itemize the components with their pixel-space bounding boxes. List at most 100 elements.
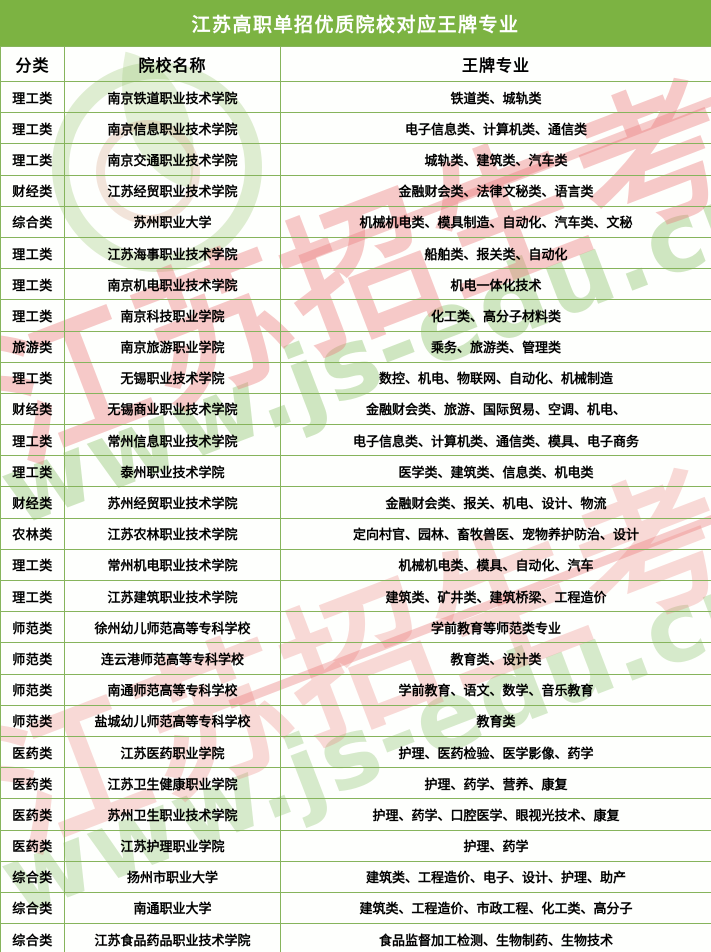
table-body: 理工类 南京铁道职业技术学院 铁道类、城轨类 理工类 南京信息职业技术学院 电子信息类、计…	[0, 80, 711, 952]
cell-majors: 建筑类、工程造价、市政工程、化工类、高分子	[280, 891, 711, 925]
cell-majors: 护理、药学、营养、康复	[280, 767, 711, 800]
table-container: 分类 院校名称 王牌专业 理工类 南京铁道职业技术学院 铁道类、城轨类 理工类 南京信息…	[0, 46, 711, 952]
cell-category: 农林类	[0, 517, 65, 550]
cell-category: 综合类	[0, 860, 65, 893]
cell-school-name: 江苏经贸职业技术学院	[64, 174, 281, 207]
cell-school-name: 泰州职业技术学院	[64, 455, 281, 488]
cell-category: 医药类	[0, 735, 65, 769]
table-row: 理工类 南京信息职业技术学院 电子信息类、计算机类、通信类	[0, 112, 711, 145]
cell-category: 医药类	[0, 798, 65, 831]
cell-majors: 机械机电类、模具制造、自动化、汽车类、文秘	[280, 205, 711, 238]
cell-school-name: 江苏食品药品职业技术学院	[64, 923, 281, 952]
cell-category: 理工类	[0, 579, 65, 613]
cell-majors: 护理、医药检验、医学影像、药学	[280, 735, 711, 769]
column-header-category: 分类	[0, 46, 65, 82]
cell-school-name: 南京交通职业技术学院	[64, 143, 281, 176]
cell-category: 医药类	[0, 767, 65, 800]
cell-category: 财经类	[0, 174, 65, 207]
cell-category: 综合类	[0, 205, 65, 238]
cell-category: 师范类	[0, 673, 65, 706]
cell-school-name: 江苏医药职业学院	[64, 735, 281, 769]
cell-majors: 乘务、旅游类、管理类	[280, 330, 711, 363]
cell-school-name: 南京铁道职业技术学院	[64, 80, 281, 114]
table-row: 农林类 江苏农林职业技术学院 定向村官、园林、畜牧兽医、宠物养护防治、设计	[0, 517, 711, 550]
cell-school-name: 南京信息职业技术学院	[64, 112, 281, 145]
table-row: 综合类 苏州职业大学 机械机电类、模具制造、自动化、汽车类、文秘	[0, 205, 711, 238]
cell-school-name: 江苏农林职业技术学院	[64, 517, 281, 550]
table-row: 理工类 南京机电职业技术学院 机电一体化技术	[0, 268, 711, 301]
cell-school-name: 江苏建筑职业技术学院	[64, 579, 281, 613]
cell-majors: 学前教育、语文、数学、音乐教育	[280, 673, 711, 706]
table-row: 财经类 无锡商业职业技术学院 金融财会类、旅游、国际贸易、空调、机电、	[0, 392, 711, 426]
table-header-row: 分类 院校名称 王牌专业	[0, 46, 711, 82]
cell-category: 师范类	[0, 611, 65, 644]
cell-school-name: 南京机电职业技术学院	[64, 268, 281, 301]
cell-school-name: 苏州卫生职业技术学院	[64, 798, 281, 831]
cell-majors: 机械机电类、模具、自动化、汽车	[280, 548, 711, 582]
cell-school-name: 连云港师范高等专科学校	[64, 642, 281, 675]
cell-category: 旅游类	[0, 330, 65, 363]
cell-category: 医药类	[0, 829, 65, 862]
cell-school-name: 江苏海事职业技术学院	[64, 236, 281, 270]
cell-majors: 食品监督加工检测、生物制药、生物技术	[280, 923, 711, 952]
cell-majors: 金融财会类、法律文秘类、语言类	[280, 174, 711, 207]
cell-category: 理工类	[0, 455, 65, 488]
cell-school-name: 常州信息职业技术学院	[64, 424, 281, 457]
cell-majors: 金融财会类、报关、机电、设计、物流	[280, 486, 711, 519]
table-row: 理工类 南京科技职业学院 化工类、高分子材料类	[0, 299, 711, 332]
cell-school-name: 无锡职业技术学院	[64, 361, 281, 394]
cell-majors: 医学类、建筑类、信息类、机电类	[280, 455, 711, 488]
cell-majors: 定向村官、园林、畜牧兽医、宠物养护防治、设计	[280, 517, 711, 550]
table-row: 财经类 江苏经贸职业技术学院 金融财会类、法律文秘类、语言类	[0, 174, 711, 207]
cell-category: 理工类	[0, 424, 65, 457]
table-row: 旅游类 南京旅游职业学院 乘务、旅游类、管理类	[0, 330, 711, 363]
cell-majors: 化工类、高分子材料类	[280, 299, 711, 332]
table-row: 理工类 江苏建筑职业技术学院 建筑类、矿井类、建筑桥梁、工程造价	[0, 579, 711, 613]
cell-school-name: 江苏卫生健康职业学院	[64, 767, 281, 800]
table-row: 理工类 泰州职业技术学院 医学类、建筑类、信息类、机电类	[0, 455, 711, 488]
table-row: 综合类 江苏食品药品职业技术学院 食品监督加工检测、生物制药、生物技术	[0, 923, 711, 952]
table-row: 理工类 常州信息职业技术学院 电子信息类、计算机类、通信类、模具、电子商务	[0, 424, 711, 457]
table-row: 财经类 苏州经贸职业技术学院 金融财会类、报关、机电、设计、物流	[0, 486, 711, 519]
column-header-majors: 王牌专业	[280, 46, 711, 82]
cell-category: 理工类	[0, 143, 65, 176]
cell-majors: 学前教育等师范类专业	[280, 611, 711, 644]
table-row: 医药类 江苏医药职业学院 护理、医药检验、医学影像、药学	[0, 735, 711, 769]
cell-category: 理工类	[0, 236, 65, 270]
cell-majors: 建筑类、矿井类、建筑桥梁、工程造价	[280, 579, 711, 613]
table-row: 师范类 南通师范高等专科学校 学前教育、语文、数学、音乐教育	[0, 673, 711, 706]
cell-category: 综合类	[0, 891, 65, 925]
table-row: 师范类 盐城幼儿师范高等专科学校 教育类	[0, 704, 711, 737]
cell-school-name: 无锡商业职业技术学院	[64, 392, 281, 426]
cell-school-name: 南通师范高等专科学校	[64, 673, 281, 706]
cell-school-name: 南通职业大学	[64, 891, 281, 925]
cell-school-name: 常州机电职业技术学院	[64, 548, 281, 582]
cell-majors: 金融财会类、旅游、国际贸易、空调、机电、	[280, 392, 711, 426]
cell-category: 理工类	[0, 299, 65, 332]
cell-category: 理工类	[0, 268, 65, 301]
page-banner: 江苏高职单招优质院校对应王牌专业	[0, 0, 711, 46]
cell-category: 综合类	[0, 923, 65, 952]
table-row: 医药类 江苏卫生健康职业学院 护理、药学、营养、康复	[0, 767, 711, 800]
cell-category: 理工类	[0, 80, 65, 114]
table-row: 综合类 扬州市职业大学 建筑类、工程造价、电子、设计、护理、助产	[0, 860, 711, 893]
cell-majors: 电子信息类、计算机类、通信类、模具、电子商务	[280, 424, 711, 457]
table-row: 理工类 南京交通职业技术学院 城轨类、建筑类、汽车类	[0, 143, 711, 176]
cell-category: 师范类	[0, 704, 65, 737]
table-row: 理工类 常州机电职业技术学院 机械机电类、模具、自动化、汽车	[0, 548, 711, 582]
cell-majors: 数控、机电、物联网、自动化、机械制造	[280, 361, 711, 394]
column-header-school: 院校名称	[64, 46, 281, 82]
table-row: 师范类 连云港师范高等专科学校 教育类、设计类	[0, 642, 711, 675]
table-row: 综合类 南通职业大学 建筑类、工程造价、市政工程、化工类、高分子	[0, 891, 711, 925]
table-row: 理工类 无锡职业技术学院 数控、机电、物联网、自动化、机械制造	[0, 361, 711, 394]
cell-school-name: 江苏护理职业学院	[64, 829, 281, 862]
cell-majors: 护理、药学、口腔医学、眼视光技术、康复	[280, 798, 711, 831]
table-row: 理工类 南京铁道职业技术学院 铁道类、城轨类	[0, 80, 711, 114]
table-row: 医药类 苏州卫生职业技术学院 护理、药学、口腔医学、眼视光技术、康复	[0, 798, 711, 831]
table-row: 理工类 江苏海事职业技术学院 船舶类、报关类、自动化	[0, 236, 711, 270]
cell-school-name: 苏州职业大学	[64, 205, 281, 238]
table-head: 分类 院校名称 王牌专业	[0, 46, 711, 82]
cell-school-name: 盐城幼儿师范高等专科学校	[64, 704, 281, 737]
table-row: 医药类 江苏护理职业学院 护理、药学	[0, 829, 711, 862]
colleges-majors-table: 分类 院校名称 王牌专业 理工类 南京铁道职业技术学院 铁道类、城轨类 理工类 南京信息…	[0, 46, 711, 952]
